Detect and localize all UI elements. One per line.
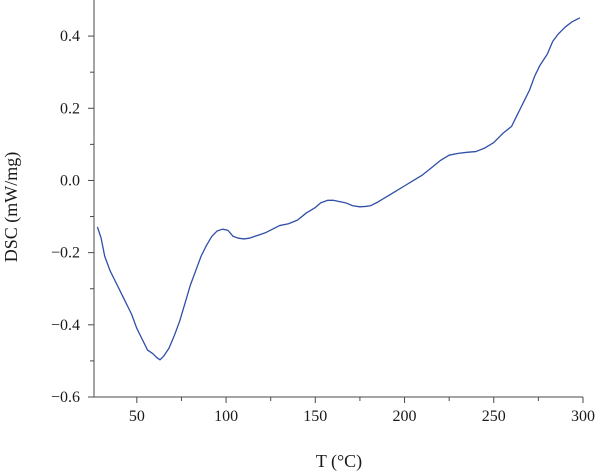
y-tick-label: 0.4 — [60, 28, 80, 45]
ticks — [88, 35, 584, 403]
x-tick-label: 300 — [571, 408, 595, 425]
tick-labels: 50 100 150 200 250 300 −0.6 −0.4 −0.2 0.0 0.2 0.4 — [51, 28, 595, 425]
y-tick-label: −0.2 — [51, 245, 80, 262]
x-tick-label: 50 — [129, 408, 145, 425]
dsc-curve — [96, 17, 581, 361]
x-axis-label: T (°C) — [316, 451, 362, 472]
x-tick-label: 200 — [393, 408, 417, 425]
x-tick-label: 250 — [482, 408, 506, 425]
y-tick-label: −0.6 — [51, 389, 80, 406]
x-tick-label: 100 — [214, 408, 238, 425]
y-axis-label: DSC (mW/mg) — [1, 152, 22, 263]
y-tick-label: −0.4 — [51, 317, 80, 334]
y-tick-label: 0.2 — [60, 100, 80, 117]
y-tick-label: 0.0 — [60, 172, 80, 189]
series — [96, 17, 581, 361]
x-tick-label: 150 — [303, 408, 327, 425]
axes — [93, 0, 583, 398]
